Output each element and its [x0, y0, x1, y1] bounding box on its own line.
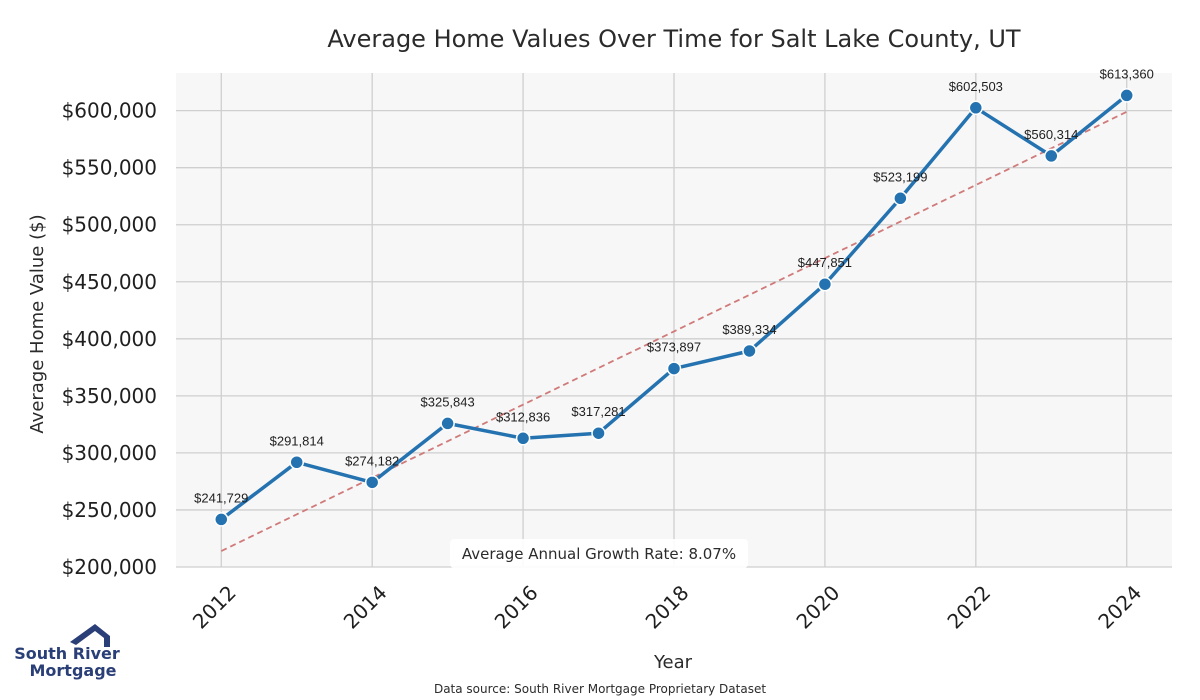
logo: South River Mortgage	[14, 624, 120, 680]
chart-title: Average Home Values Over Time for Salt L…	[327, 25, 1021, 53]
series-group	[214, 88, 1134, 527]
data-point	[893, 191, 908, 206]
data-label: $317,281	[571, 404, 625, 419]
trendline-group	[220, 110, 1128, 552]
x-tick-label: 2016	[490, 581, 543, 634]
x-axis-label: Year	[653, 652, 693, 673]
data-point	[817, 276, 833, 292]
data-point	[742, 343, 757, 359]
data-label: $389,334	[722, 322, 776, 337]
data-point	[289, 455, 304, 470]
data-point	[515, 431, 531, 446]
annotation-box	[450, 539, 748, 568]
data-point	[591, 425, 606, 441]
x-tick-label: 2022	[942, 581, 995, 634]
data-point	[1044, 148, 1059, 164]
y-tick-label: $300,000	[62, 441, 157, 465]
data-label: $274,182	[345, 453, 399, 468]
x-tick-label: 2014	[339, 581, 392, 634]
house-roof-icon	[70, 624, 110, 647]
x-ticks-group: 2012 2014 2016 2018 2020 2022 2024	[188, 581, 1146, 634]
logo-line2: Mortgage	[29, 661, 116, 680]
y-tick-label: $350,000	[62, 384, 157, 408]
data-point	[666, 361, 682, 376]
y-tick-label: $500,000	[62, 213, 157, 237]
y-tick-label: $250,000	[62, 498, 157, 522]
data-label: $613,360	[1100, 66, 1154, 81]
y-axis-label: Average Home Value ($)	[27, 214, 48, 433]
data-point	[440, 416, 455, 431]
x-tick-label: 2018	[641, 581, 694, 634]
data-source-note: Data source: South River Mortgage Propri…	[434, 682, 766, 696]
data-label: $447,851	[798, 255, 852, 270]
data-label: $325,843	[421, 394, 475, 409]
data-label: $373,897	[647, 340, 701, 355]
x-tick-label: 2012	[188, 581, 241, 634]
x-tick-label: 2020	[791, 581, 844, 634]
data-label: $523,199	[873, 169, 927, 184]
data-point	[214, 512, 229, 527]
data-label: $560,314	[1024, 127, 1078, 142]
y-ticks-group: $200,000 $250,000 $300,000 $350,000 $400,000…	[62, 99, 157, 579]
data-label: $291,814	[270, 433, 324, 448]
y-tick-label: $400,000	[62, 327, 157, 351]
y-tick-label: $200,000	[62, 555, 157, 579]
data-point	[1119, 88, 1134, 103]
annotation-text: Average Annual Growth Rate: 8.07%	[462, 545, 736, 563]
data-point	[364, 475, 380, 490]
data-point	[968, 100, 984, 116]
data-labels-group: $241,729 $291,814 $274,182 $325,843 $312,836…	[194, 66, 1154, 505]
logo-line1: South River	[14, 644, 120, 663]
data-label: $602,503	[949, 79, 1003, 94]
x-tick-label: 2024	[1093, 581, 1146, 634]
trendline	[220, 110, 1128, 552]
growth-rate-annotation: Average Annual Growth Rate: 8.07%	[450, 539, 748, 568]
data-label: $312,836	[496, 409, 550, 424]
y-tick-label: $450,000	[62, 270, 157, 294]
y-tick-label: $600,000	[62, 99, 157, 123]
y-tick-label: $550,000	[62, 156, 157, 180]
data-label: $241,729	[194, 490, 248, 505]
